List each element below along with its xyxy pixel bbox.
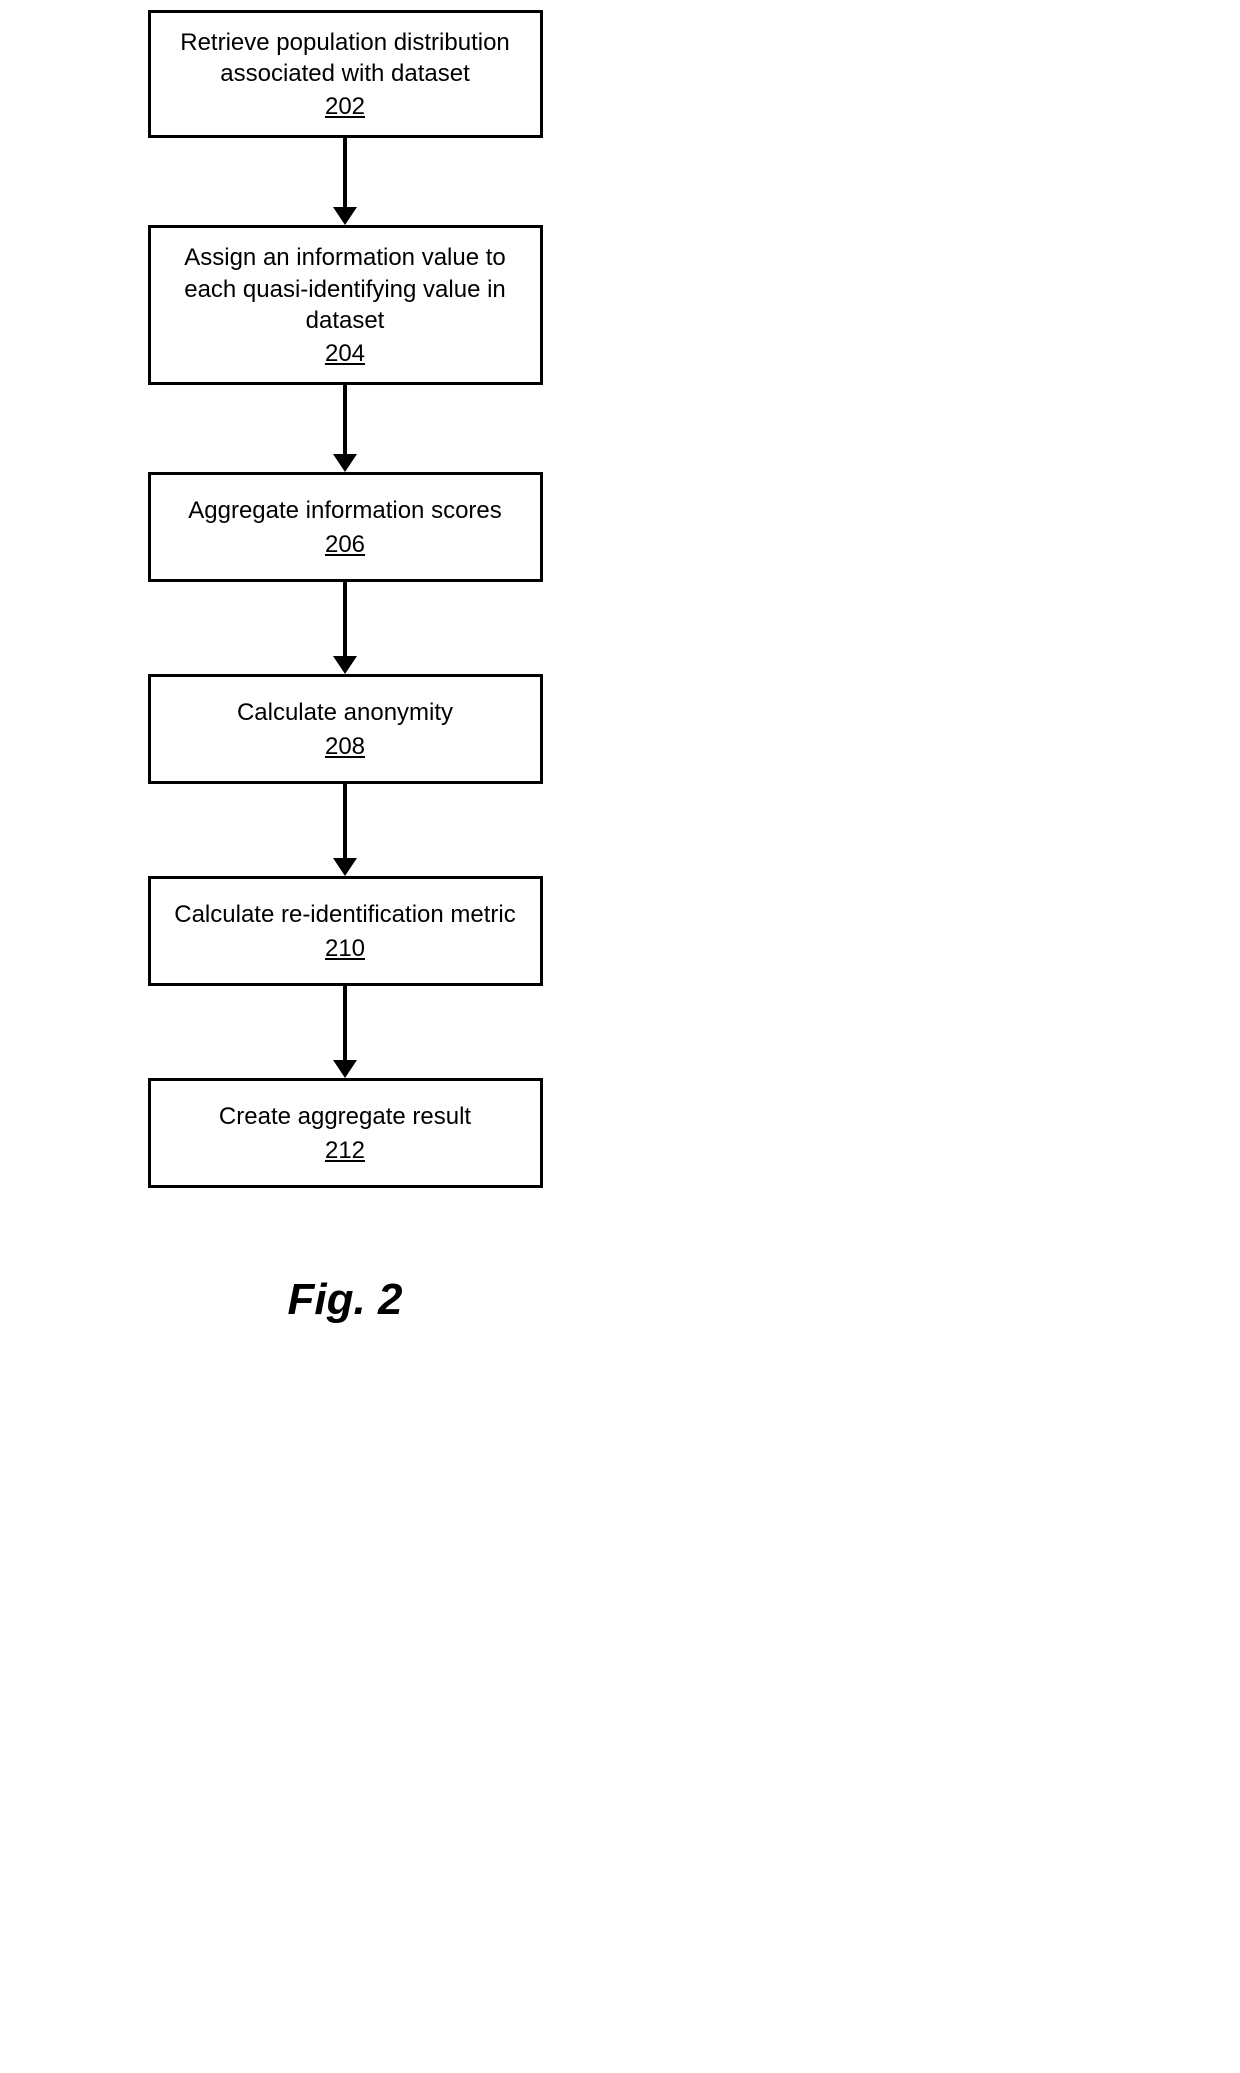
node-label: Assign an information value to each quas… [171,242,520,336]
flowchart-node: Calculate anonymity 208 [148,674,543,784]
node-ref: 212 [325,1137,365,1165]
node-label: Calculate re-identification metric [174,899,515,930]
node-label: Create aggregate result [219,1101,471,1132]
arrow-down-icon [333,986,357,1078]
node-ref: 206 [325,531,365,559]
arrow-down-icon [333,138,357,225]
flowchart-node: Aggregate information scores 206 [148,472,543,582]
node-ref: 202 [325,93,365,121]
flowchart-node: Assign an information value to each quas… [148,225,543,385]
flowchart-node: Calculate re-identification metric 210 [148,876,543,986]
node-label: Retrieve population distribution associa… [171,27,520,89]
arrow-down-icon [333,784,357,876]
arrow-down-icon [333,385,357,472]
node-label: Aggregate information scores [188,495,502,526]
arrow-down-icon [333,582,357,674]
node-ref: 208 [325,733,365,761]
flowchart-node: Create aggregate result 212 [148,1078,543,1188]
figure-caption: Fig. 2 [0,1275,690,1325]
node-label: Calculate anonymity [237,697,453,728]
node-ref: 204 [325,340,365,368]
flowchart-container: Retrieve population distribution associa… [145,10,545,1188]
flowchart-node: Retrieve population distribution associa… [148,10,543,138]
node-ref: 210 [325,935,365,963]
